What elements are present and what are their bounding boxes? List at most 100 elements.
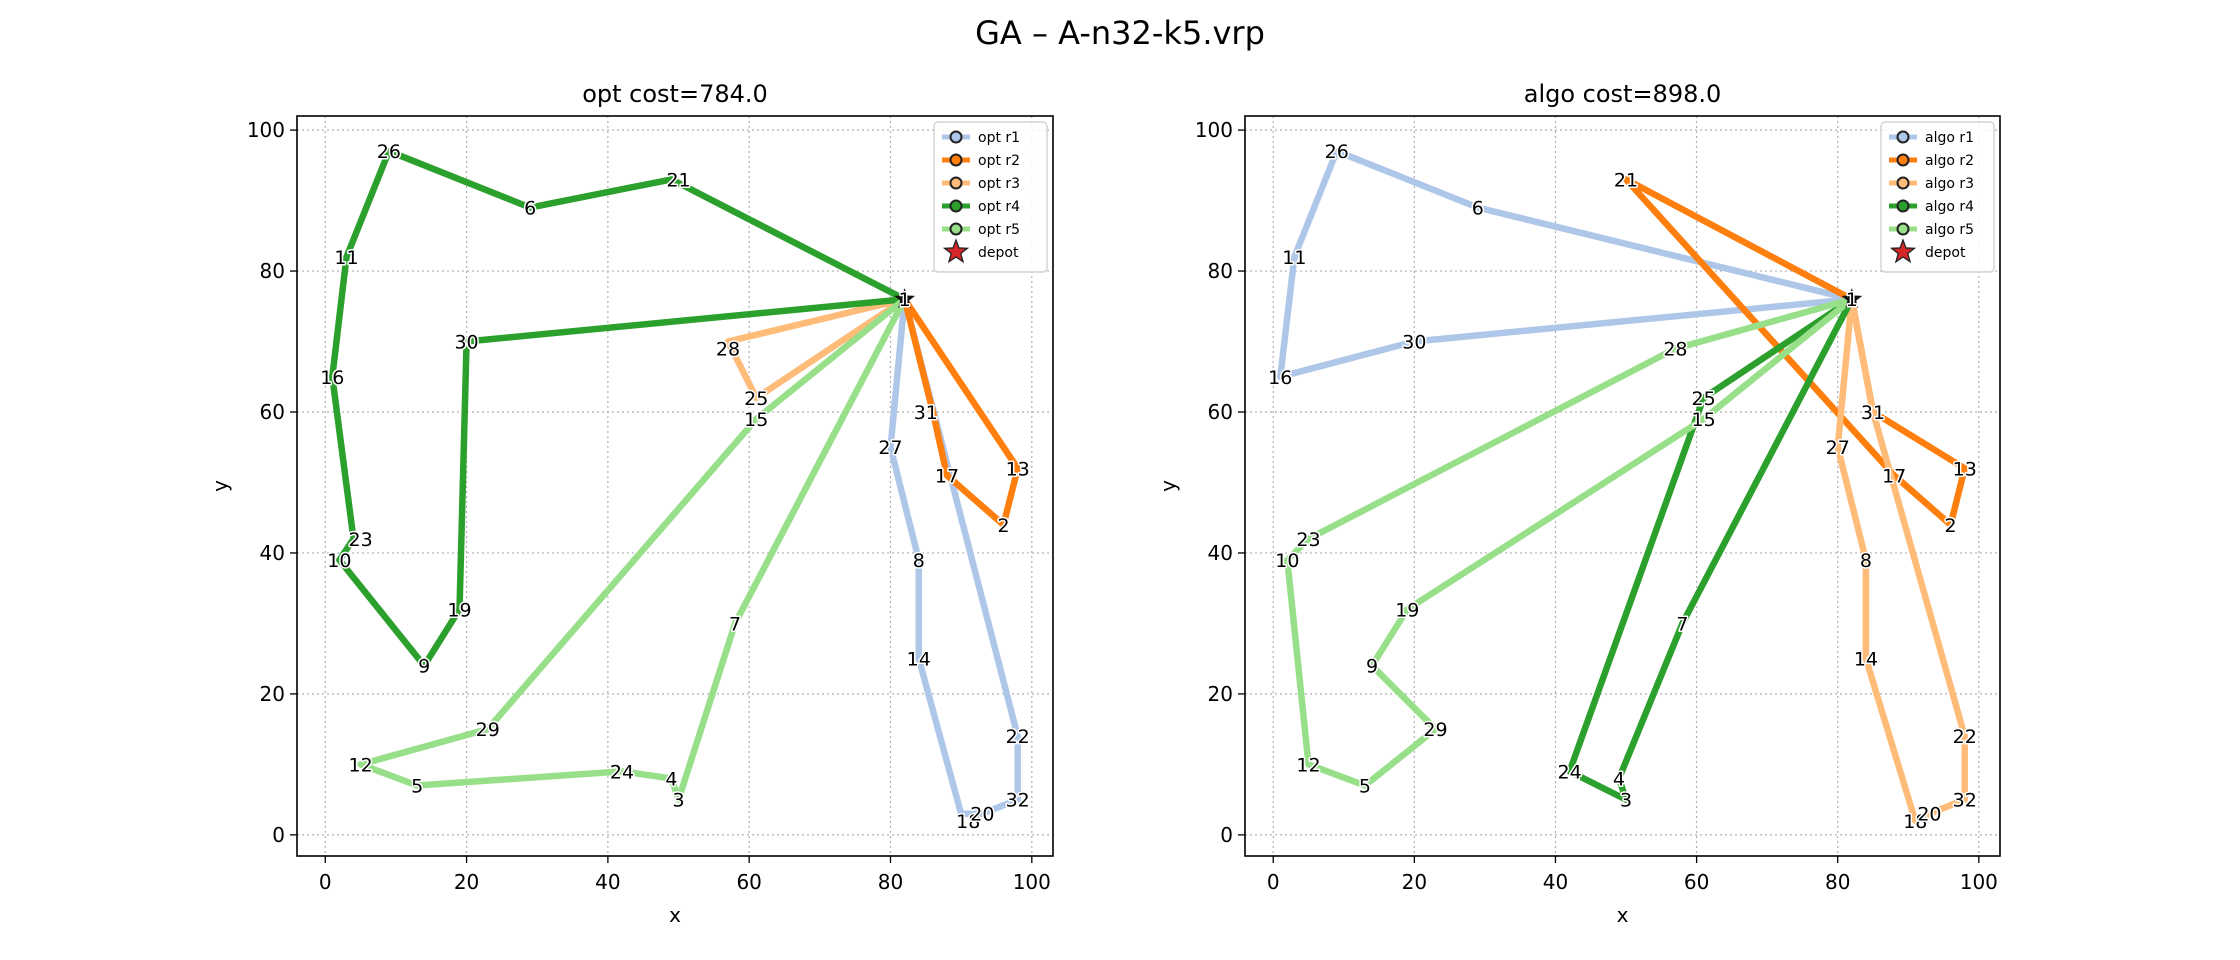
node-label: 2 [1945, 515, 1957, 537]
y-tick-label: 20 [1208, 682, 1233, 706]
node-label: 7 [729, 613, 741, 635]
legend-marker-2 [949, 153, 963, 167]
y-tick-label: 0 [1220, 823, 1233, 847]
node-label: 25 [744, 388, 768, 410]
node-label: 27 [1826, 437, 1850, 459]
legend-marker-5 [949, 222, 963, 236]
y-axis-label: y [208, 480, 232, 492]
legend: algo r1 algo r2 algo r3 algo r4 algo r5 depot [1880, 121, 1995, 273]
depot-marker [894, 288, 916, 309]
node-label: 17 [935, 465, 959, 487]
x-axis-label: x [669, 903, 681, 927]
node-label: 10 [327, 550, 351, 572]
node-label: 17 [1882, 465, 1906, 487]
node-label: 5 [1359, 776, 1371, 798]
x-tick-label: 80 [1825, 870, 1850, 894]
axes-frame [296, 115, 1054, 857]
legend-marker-4 [949, 199, 963, 213]
legend-depot-star [1889, 238, 1917, 264]
legend-entry-3: opt r3 [978, 176, 1020, 192]
node-label: 2 [997, 515, 1009, 537]
node-label: 29 [476, 719, 500, 741]
legend: opt r1 opt r2 opt r3 opt r4 opt r5 depot [933, 121, 1048, 273]
node-label: 18 [956, 811, 980, 833]
legend-entry-3: algo r3 [1925, 176, 1974, 192]
legend-marker-3 [1896, 176, 1910, 190]
node-label: 9 [1366, 656, 1378, 678]
route-3-line [1834, 295, 1968, 825]
x-tick-label: 100 [1013, 870, 1051, 894]
node-label: 19 [1395, 599, 1419, 621]
node-label: 13 [1953, 458, 1977, 480]
node-label: 16 [320, 367, 344, 389]
node-label: 18 [1903, 811, 1927, 833]
x-tick-label: 80 [878, 870, 903, 894]
node-label: 24 [610, 761, 634, 783]
depot-marker [1841, 288, 1863, 309]
node-label: 7 [1676, 613, 1688, 635]
x-axis-label: x [1617, 903, 1629, 927]
node-label: 1 [1846, 289, 1858, 311]
route-5-line [357, 295, 908, 803]
legend-marker-5 [1896, 222, 1910, 236]
x-tick-label: 0 [1267, 870, 1280, 894]
legend-marker-4 [1896, 199, 1910, 213]
node-label: 27 [878, 437, 902, 459]
node-label: 28 [716, 339, 740, 361]
node-label: 5 [411, 776, 423, 798]
y-tick-label: 80 [260, 259, 285, 283]
node-label: 20 [970, 804, 994, 826]
node-label: 3 [1620, 790, 1632, 812]
axes-frame [1244, 115, 2001, 857]
node-label: 15 [744, 409, 768, 431]
route-4-line [1566, 295, 1856, 803]
node-label: 4 [665, 768, 677, 790]
route-2-line [901, 295, 1021, 529]
node-label: 9 [418, 656, 430, 678]
legend-entry-1: opt r1 [978, 130, 1020, 146]
panel-title: opt cost=784.0 [582, 80, 768, 108]
node-label: 22 [1006, 726, 1030, 748]
x-tick-label: 0 [319, 870, 332, 894]
y-tick-label: 100 [247, 118, 285, 142]
legend-entry-4: algo r4 [1925, 199, 1974, 215]
legend-entry-2: algo r2 [1925, 153, 1974, 169]
legend-entry-depot: depot [1925, 245, 1966, 261]
node-label: 26 [1325, 141, 1349, 163]
y-tick-label: 0 [272, 823, 285, 847]
node-label: 12 [348, 754, 372, 776]
node-label: 23 [1296, 529, 1320, 551]
opt-panel: 0 20 40 60 80 100 0 20 40 60 80 100 x y opt cost=784.0… [208, 80, 1054, 927]
legend-depot-star [942, 238, 970, 264]
grid [1245, 116, 2000, 856]
node-label: 12 [1296, 754, 1320, 776]
node-label: 26 [377, 141, 401, 163]
y-axis-label: y [1156, 480, 1180, 492]
y-tick-label: 20 [260, 682, 285, 706]
y-tick-label: 40 [260, 541, 285, 565]
legend-entry-2: opt r2 [978, 153, 1020, 169]
node-label: 32 [1006, 790, 1030, 812]
node-label: 20 [1917, 804, 1941, 826]
x-tick-label: 60 [736, 870, 761, 894]
node-label: 14 [1854, 649, 1878, 671]
y-tick-label: 80 [1208, 259, 1233, 283]
node-label: 11 [334, 247, 358, 269]
node-label: 32 [1953, 790, 1977, 812]
node-label: 24 [1557, 761, 1581, 783]
node-label: 19 [447, 599, 471, 621]
y-tick-label: 100 [1195, 118, 1233, 142]
route-1-line [1277, 147, 1856, 381]
node-label: 31 [914, 402, 938, 424]
x-tick-label: 40 [595, 870, 620, 894]
node-label: 30 [454, 332, 478, 354]
node-label: 31 [1861, 402, 1885, 424]
legend-entry-5: opt r5 [978, 222, 1020, 238]
x-tick-label: 20 [1402, 870, 1427, 894]
node-label: 8 [1860, 550, 1872, 572]
node-label: 6 [1472, 198, 1484, 220]
node-label: 1 [899, 289, 911, 311]
route-4-line [329, 147, 908, 669]
y-tick-label: 60 [1208, 400, 1233, 424]
